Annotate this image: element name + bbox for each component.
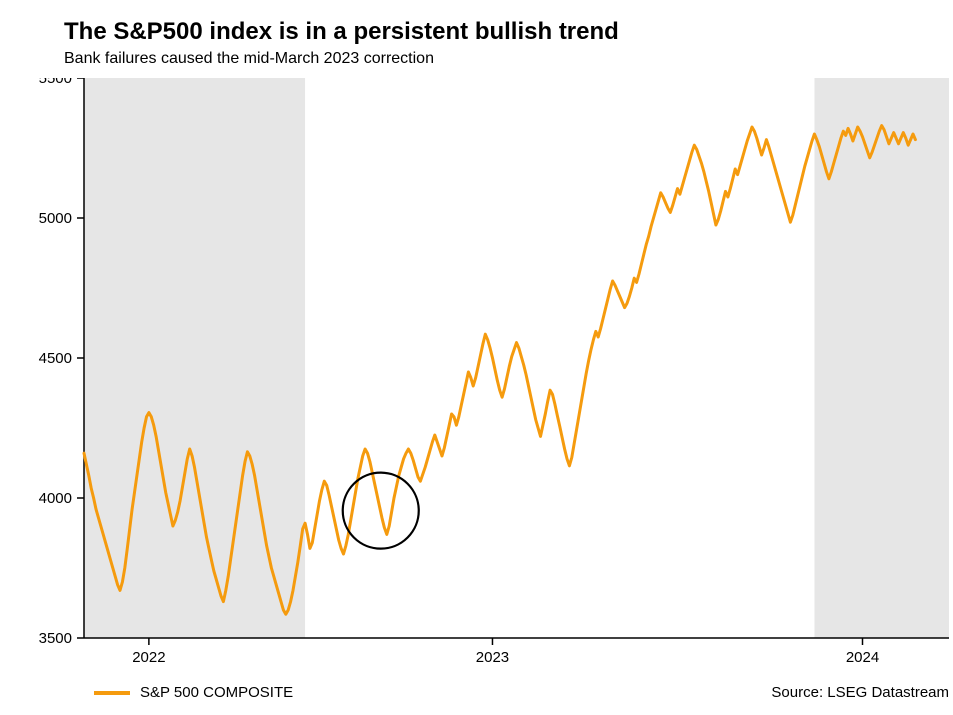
legend-label: S&P 500 COMPOSITE — [140, 684, 293, 701]
x-tick-label: 2024 — [846, 649, 879, 666]
chart-subtitle: Bank failures caused the mid-March 2023 … — [64, 50, 929, 68]
y-tick-label: 4500 — [39, 350, 72, 367]
chart-title: The S&P500 index is in a persistent bull… — [64, 18, 929, 46]
legend-swatch — [94, 691, 130, 695]
y-tick-label: 4000 — [39, 490, 72, 507]
chart-plot-area: 3500 4000 4500 5000 5500 2022 2023 2024 — [24, 78, 929, 678]
source-text: Source: LSEG Datastream — [771, 684, 949, 701]
x-tick-label: 2022 — [132, 649, 165, 666]
line-chart-svg: 3500 4000 4500 5000 5500 2022 2023 2024 — [24, 78, 949, 673]
shaded-band — [84, 78, 305, 638]
y-tick-label: 5500 — [39, 78, 72, 87]
chart-page: The S&P500 index is in a persistent bull… — [0, 0, 953, 715]
y-tick-label: 3500 — [39, 630, 72, 647]
x-tick-label: 2023 — [476, 649, 509, 666]
y-tick-label: 5000 — [39, 210, 72, 227]
legend: S&P 500 COMPOSITE — [94, 684, 293, 701]
chart-footer: S&P 500 COMPOSITE Source: LSEG Datastrea… — [64, 684, 949, 701]
